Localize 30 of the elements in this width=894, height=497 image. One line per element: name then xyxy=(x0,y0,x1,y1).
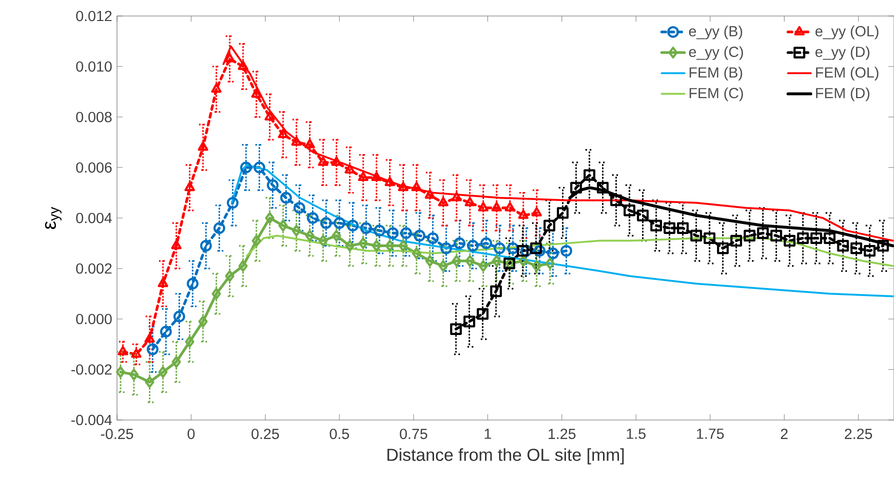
x-tick-label: 2.25 xyxy=(844,428,872,440)
x-tick-label: -0.25 xyxy=(100,428,134,440)
x-tick-label: 1.5 xyxy=(626,428,646,439)
legend-label: e_yy (C) xyxy=(689,46,743,60)
y-tick-label: -0.004 xyxy=(71,414,112,426)
x-tick-label: 2 xyxy=(780,428,788,439)
x-tick-label: 1 xyxy=(484,428,492,439)
legend-label: e_yy (B) xyxy=(689,26,742,40)
x-tick-label: 1.75 xyxy=(696,428,724,439)
legend-label: FEM (C) xyxy=(690,88,743,102)
y-tick-label: -0.002 xyxy=(71,364,112,375)
y-tick-label: 0.002 xyxy=(76,263,112,274)
legend-label: e_yy (D) xyxy=(816,46,870,60)
y-tick-label: 0.000 xyxy=(76,314,112,324)
x-tick-label: 0 xyxy=(188,428,195,440)
y-tick-label: 0.012 xyxy=(76,10,112,22)
y-tick-label: 0.010 xyxy=(76,61,112,72)
y-axis-title: ε$_{yy}$ xyxy=(45,206,62,230)
x-tick-label: 0.75 xyxy=(400,428,428,440)
legend-label: FEM (OL) xyxy=(816,66,878,81)
legend-label: e_yy (OL) xyxy=(816,26,878,40)
x-axis-title: Distance from the OL site [mm] xyxy=(387,448,624,464)
x-tick-label: 0.5 xyxy=(330,428,349,440)
y-tick-label: 0.004 xyxy=(76,212,112,224)
y-tick-label: 0.008 xyxy=(76,112,112,122)
x-tick-label: 0.25 xyxy=(252,428,279,440)
legend-label: FEM (D) xyxy=(816,88,870,102)
y-tick-label: 0.006 xyxy=(76,162,112,173)
x-tick-label: 1.25 xyxy=(548,428,576,440)
legend-label: FEM (B) xyxy=(690,66,742,81)
